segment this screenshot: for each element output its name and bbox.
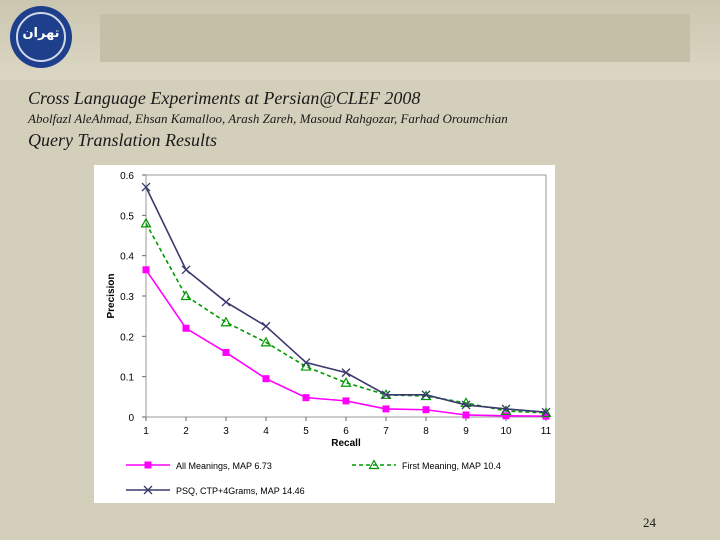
world-map-strip bbox=[100, 14, 690, 62]
plot-frame bbox=[145, 174, 547, 418]
x-tick-label: 10 bbox=[500, 426, 512, 437]
series-2-point bbox=[340, 376, 352, 387]
series-3-point bbox=[421, 390, 431, 400]
series-1-point bbox=[422, 406, 430, 414]
series-3-point bbox=[461, 400, 471, 410]
series-line-1 bbox=[145, 269, 547, 417]
series-3-point bbox=[261, 321, 271, 331]
logo-ring bbox=[16, 12, 66, 62]
series-2-point bbox=[300, 360, 312, 371]
x-tick-label: 11 bbox=[541, 426, 552, 437]
x-tick-label: 4 bbox=[263, 426, 269, 437]
page-number: 24 bbox=[643, 515, 656, 530]
chart-container: 0 0.1 0.2 0.3 0.4 0.5 0.6 1 2 3 4 5 6 7 8 9 10 11 Recall Pr… bbox=[94, 165, 555, 503]
y-tick-label: 0.3 bbox=[120, 292, 134, 303]
series-3-point bbox=[381, 390, 391, 400]
logo-text: تهران bbox=[22, 26, 60, 41]
series-1-point bbox=[382, 405, 390, 413]
series-1-point bbox=[302, 394, 310, 402]
series-3-point bbox=[181, 265, 191, 275]
series-3-point bbox=[501, 404, 511, 414]
legend-label-3: PSQ, CTP+4Grams, MAP 14.46 bbox=[176, 486, 305, 496]
series-3-point bbox=[541, 407, 551, 417]
x-axis-label: Recall bbox=[331, 438, 361, 449]
x-tick-label: 8 bbox=[423, 426, 429, 437]
legend-marker-3 bbox=[143, 485, 153, 495]
precision-recall-chart: 0 0.1 0.2 0.3 0.4 0.5 0.6 1 2 3 4 5 6 7 8 9 10 11 Recall Pr… bbox=[106, 171, 552, 496]
y-axis-label: Precision bbox=[106, 273, 117, 318]
slide-authors: Abolfazl AleAhmad, Ehsan Kamalloo, Arash… bbox=[28, 111, 508, 126]
series-3-point bbox=[221, 297, 231, 307]
y-tick-label: 0.5 bbox=[120, 211, 134, 222]
y-tick-label: 0.6 bbox=[120, 171, 134, 182]
series-1-point bbox=[182, 324, 190, 332]
legend-label-1: All Meanings, MAP 6.73 bbox=[176, 461, 272, 471]
x-tick-label: 9 bbox=[463, 426, 469, 437]
legend-label-2: First Meaning, MAP 10.4 bbox=[402, 461, 501, 471]
series-line-2 bbox=[145, 223, 547, 414]
series-3-point bbox=[341, 368, 351, 378]
y-tick-label: 0.2 bbox=[120, 332, 134, 343]
x-tick-label: 5 bbox=[303, 426, 309, 437]
x-tick-label: 1 bbox=[143, 426, 149, 437]
series-1-point bbox=[142, 266, 150, 274]
header-banner: تهران bbox=[0, 0, 720, 80]
series-1-point bbox=[502, 412, 510, 420]
series-2-point bbox=[260, 336, 272, 347]
y-tick-label: 0.4 bbox=[120, 252, 134, 263]
legend-marker-1 bbox=[144, 461, 152, 469]
x-tick-label: 6 bbox=[343, 426, 349, 437]
x-tick-label: 2 bbox=[183, 426, 189, 437]
university-logo: تهران bbox=[10, 6, 72, 68]
x-tick-label: 3 bbox=[223, 426, 229, 437]
series-2-point bbox=[180, 290, 192, 301]
series-1-point bbox=[462, 411, 470, 419]
slide-title: Cross Language Experiments at Persian@CL… bbox=[28, 88, 421, 108]
series-2-point bbox=[140, 217, 152, 228]
series-1-point bbox=[262, 375, 270, 383]
legend-marker-2 bbox=[368, 459, 380, 470]
y-tick-label: 0 bbox=[128, 413, 134, 424]
slide-subtitle: Query Translation Results bbox=[28, 130, 218, 150]
series-1-point bbox=[342, 397, 350, 405]
series-1-point bbox=[222, 348, 230, 356]
series-3-point bbox=[301, 358, 311, 368]
x-tick-label: 7 bbox=[383, 426, 389, 437]
series-3-point bbox=[141, 182, 151, 192]
series-2-point bbox=[220, 316, 232, 327]
y-tick-label: 0.1 bbox=[120, 373, 134, 384]
